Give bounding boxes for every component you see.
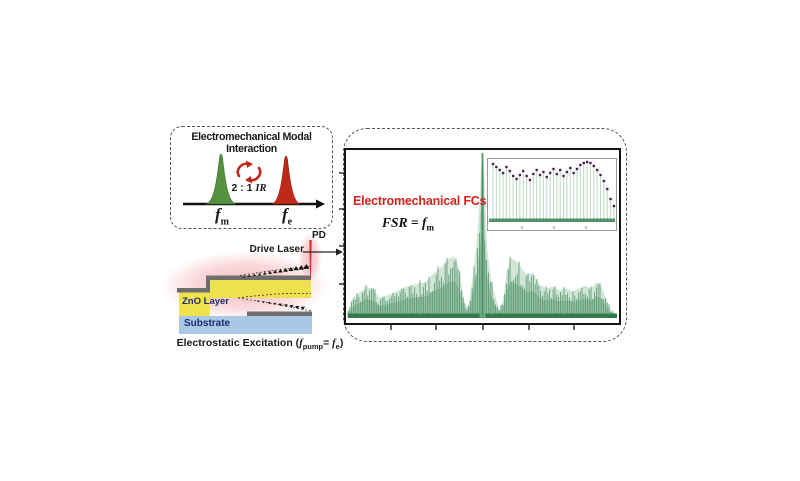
fc-panel: [343, 128, 627, 342]
fe-symbol: f: [281, 205, 288, 224]
anchor-top-electrode: [177, 288, 210, 293]
bottom-electrode: [247, 311, 312, 316]
caption-close-paren: ): [339, 337, 344, 349]
ratio-text: 2 : 1: [231, 182, 256, 194]
fm-axis-label: fm: [205, 205, 239, 227]
step-electrode: [206, 275, 210, 293]
fsr-prefix: FSR =: [382, 215, 422, 230]
modal-interaction-panel: Electromechanical Modal Interaction 2 : …: [170, 126, 333, 229]
electrostatic-excitation-caption: Electrostatic Excitation (fpump= fe): [166, 337, 354, 351]
caption-fe-symbol: f: [332, 338, 336, 349]
cantilever-beam: [207, 280, 311, 298]
spectrum-plot: Electromechanical FCs FSR = fm: [339, 148, 621, 330]
drive-laser-label: Drive Laser: [249, 244, 304, 255]
zno-layer-label: ZnO Layer: [182, 296, 229, 307]
top-vibration-arrows: [242, 264, 310, 278]
comb-inset-plot: [487, 158, 617, 231]
device-schematic: [161, 233, 343, 334]
zno-anchor-block: [179, 292, 210, 316]
fcs-title-label: Electromechanical FCs: [353, 194, 487, 208]
cycle-arrows-icon: [236, 160, 262, 184]
modal-spectrum-graphic: [183, 153, 325, 209]
substrate-label: Substrate: [184, 318, 231, 329]
caption-e-subscript: e: [335, 342, 340, 352]
bottom-vibration-arrows: [256, 300, 306, 311]
fe-peak: [271, 155, 301, 205]
laser-beam: [309, 240, 312, 278]
caption-text: Electrostatic Excitation (: [176, 337, 300, 349]
comb-spectrum-chart: [339, 153, 617, 330]
fm-symbol: f: [214, 205, 221, 224]
fm-subscript: m: [220, 216, 229, 228]
comb-inset-chart: [489, 160, 616, 229]
caption-pump-subscript: pump: [302, 342, 324, 352]
internal-resonance-ratio-label: 2 : 1 IR: [221, 182, 277, 194]
pd-arrow-icon: [303, 248, 343, 256]
fsr-equation-label: FSR = fm: [382, 215, 434, 233]
cantilever-top-electrode: [206, 275, 311, 280]
ratio-ir-text: IR: [255, 183, 267, 194]
fsr-subscript: m: [426, 222, 434, 233]
caption-equals: =: [323, 337, 333, 349]
fm-peak: [205, 153, 237, 205]
fe-axis-label: fe: [270, 205, 304, 227]
fe-subscript: e: [287, 216, 293, 228]
modal-panel-title: Electromechanical Modal Interaction: [191, 131, 312, 155]
pd-label: PD: [312, 230, 326, 241]
fsr-f-symbol: f: [421, 215, 427, 230]
substrate-layer: [179, 316, 312, 334]
caption-fpump-symbol: f: [299, 338, 303, 349]
